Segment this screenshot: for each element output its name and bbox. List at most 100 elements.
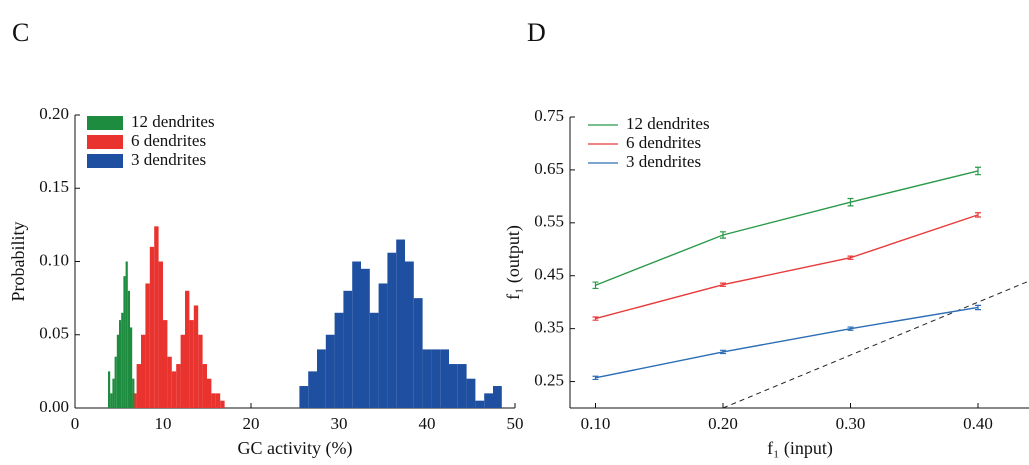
histogram-bar	[110, 393, 113, 408]
histogram-bar	[325, 334, 335, 408]
x-axis-label: GC activity (%)	[238, 438, 353, 459]
histogram-bar	[220, 400, 225, 408]
y-axis-label: Probability	[8, 222, 28, 302]
error-bar	[592, 281, 599, 290]
histogram-bar	[493, 386, 502, 408]
histogram-bar	[308, 371, 317, 408]
histogram-bar	[132, 378, 135, 408]
error-bar	[847, 255, 854, 260]
x-tick-label: 0	[71, 414, 80, 433]
y-tick-label: 0.20	[39, 104, 69, 123]
histogram-bar	[466, 378, 476, 408]
histogram-bar	[369, 312, 379, 408]
histogram-bar	[484, 393, 493, 408]
x-axis-label: f₁ (input)	[767, 438, 833, 459]
histogram-bar	[317, 349, 326, 408]
legend-label: 12 dendrites	[131, 112, 215, 131]
x-tick-label: 20	[243, 414, 260, 433]
histogram-bar	[299, 386, 309, 408]
histogram-bar	[211, 393, 216, 408]
error-bar	[720, 282, 726, 287]
histogram-bar	[116, 334, 119, 408]
y-tick-label: 0.25	[534, 370, 564, 389]
identity-line	[722, 280, 1029, 409]
series-line	[595, 170, 979, 286]
histogram-bar	[112, 378, 115, 408]
histogram-bar	[449, 364, 458, 408]
histogram-bar	[198, 334, 203, 408]
series-line	[595, 306, 979, 379]
histogram-bar	[185, 290, 190, 408]
histogram-bar	[352, 261, 361, 408]
histogram-bar	[378, 283, 388, 408]
histogram-bar	[396, 239, 405, 408]
legend-swatch	[87, 154, 123, 168]
histogram-bar	[202, 364, 207, 408]
error-bar	[720, 349, 726, 355]
histogram-bar	[361, 268, 370, 408]
histogram-bar	[127, 290, 130, 408]
histogram-bar	[167, 356, 172, 408]
histogram-bar	[334, 312, 344, 408]
panel-label: D	[527, 18, 546, 47]
x-tick-label: 0.30	[836, 414, 866, 433]
legend-label: 3 dendrites	[131, 150, 206, 169]
legend-label: 3 dendrites	[626, 152, 701, 171]
histogram-bar	[413, 298, 423, 408]
error-bar	[975, 304, 981, 311]
histogram-bar	[119, 320, 122, 408]
histogram-bar	[125, 261, 128, 408]
histogram-bar	[158, 261, 163, 408]
x-tick-label: 0.10	[581, 414, 611, 433]
histogram-bar	[136, 364, 141, 408]
legend-label: 6 dendrites	[626, 133, 701, 152]
x-tick-label: 10	[155, 414, 172, 433]
histogram-bar	[475, 400, 485, 408]
histogram-bar	[405, 261, 414, 408]
y-tick-label: 0.55	[534, 212, 564, 231]
x-tick-label: 0.40	[963, 414, 993, 433]
error-bar	[592, 316, 599, 321]
histogram-bar	[108, 371, 111, 408]
histogram-bar	[130, 327, 133, 408]
legend-swatch	[87, 116, 123, 130]
histogram-bar	[422, 349, 432, 408]
y-tick-label: 0.35	[534, 318, 564, 337]
histogram-bar	[207, 378, 212, 408]
y-tick-label: 0.00	[39, 397, 69, 416]
legend-swatch	[87, 135, 123, 149]
histogram-bar	[440, 349, 449, 408]
error-bar	[592, 375, 599, 381]
histogram-bar	[154, 226, 159, 408]
histogram-bar	[387, 252, 397, 408]
error-bar	[975, 212, 981, 218]
histogram-bar	[180, 334, 185, 408]
series-line	[595, 214, 979, 320]
histogram-bar	[141, 334, 146, 408]
histogram-bar	[193, 305, 199, 408]
histogram-bar	[176, 364, 181, 408]
histogram-bar	[149, 246, 155, 408]
y-axis-label: f₁ (output)	[503, 225, 524, 300]
histogram-bar	[431, 349, 441, 408]
y-tick-label: 0.65	[534, 159, 564, 178]
y-tick-label: 0.05	[39, 324, 69, 343]
histogram-bar	[114, 356, 117, 408]
legend-label: 12 dendrites	[626, 114, 710, 133]
y-tick-label: 0.45	[534, 265, 564, 284]
x-tick-label: 0.20	[708, 414, 738, 433]
error-bar	[847, 326, 854, 331]
y-tick-label: 0.10	[39, 250, 69, 269]
error-bar	[975, 166, 981, 176]
y-tick-label: 0.15	[39, 177, 69, 196]
histogram-bar	[163, 320, 168, 408]
y-tick-label: 0.75	[534, 106, 564, 125]
histogram-bar	[457, 364, 467, 408]
histogram-bar	[215, 393, 221, 408]
histogram-bar	[121, 312, 124, 408]
x-tick-label: 50	[507, 414, 524, 433]
error-bar	[847, 197, 854, 207]
legend-label: 6 dendrites	[131, 131, 206, 150]
error-bar	[720, 231, 726, 239]
x-tick-label: 40	[419, 414, 436, 433]
